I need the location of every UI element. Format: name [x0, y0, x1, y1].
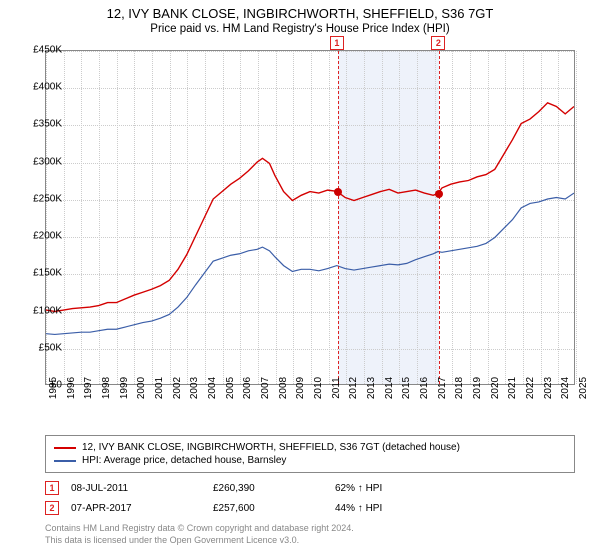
- legend-item-1: 12, IVY BANK CLOSE, INGBIRCHWORTH, SHEFF…: [54, 441, 566, 454]
- series-line: [46, 103, 574, 312]
- x-tick-label: 1996: [66, 377, 77, 399]
- x-tick-label: 2013: [366, 377, 377, 399]
- x-tick-label: 2004: [207, 377, 218, 399]
- marker-flag: 1: [330, 36, 344, 50]
- y-tick-label: £350K: [33, 119, 62, 130]
- x-tick-label: 2023: [543, 377, 554, 399]
- y-tick-label: £250K: [33, 193, 62, 204]
- y-tick-label: £300K: [33, 156, 62, 167]
- table-row: 2 07-APR-2017 £257,600 44% ↑ HPI: [45, 498, 575, 518]
- marker-flag: 2: [431, 36, 445, 50]
- table-marker-2: 2: [45, 501, 59, 515]
- legend-swatch-1: [54, 447, 76, 449]
- table-pct-1: 62% ↑ HPI: [335, 483, 485, 494]
- x-tick-label: 2009: [295, 377, 306, 399]
- y-tick-label: £50K: [39, 342, 62, 353]
- x-tick-label: 2001: [154, 377, 165, 399]
- chart-title: 12, IVY BANK CLOSE, INGBIRCHWORTH, SHEFF…: [0, 0, 600, 21]
- legend-swatch-2: [54, 460, 76, 462]
- x-tick-label: 2000: [136, 377, 147, 399]
- marker-dot: [435, 190, 443, 198]
- y-tick-label: £450K: [33, 45, 62, 56]
- table-date-1: 08-JUL-2011: [71, 483, 201, 494]
- table-price-1: £260,390: [213, 483, 323, 494]
- marker-dot: [334, 188, 342, 196]
- x-tick-label: 2022: [525, 377, 536, 399]
- x-tick-label: 2008: [278, 377, 289, 399]
- x-tick-label: 2010: [313, 377, 324, 399]
- y-tick-label: £150K: [33, 268, 62, 279]
- chart-plot-area: [45, 50, 575, 385]
- x-tick-label: 2019: [472, 377, 483, 399]
- x-tick-label: 2002: [172, 377, 183, 399]
- x-tick-label: 2017: [437, 377, 448, 399]
- x-tick-label: 2003: [189, 377, 200, 399]
- y-tick-label: £400K: [33, 82, 62, 93]
- footer-line-1: Contains HM Land Registry data © Crown c…: [45, 523, 354, 535]
- table-pct-2: 44% ↑ HPI: [335, 503, 485, 514]
- chart-subtitle: Price paid vs. HM Land Registry's House …: [0, 21, 600, 39]
- table-row: 1 08-JUL-2011 £260,390 62% ↑ HPI: [45, 478, 575, 498]
- marker-vertical-line: [439, 51, 440, 384]
- legend-label-1: 12, IVY BANK CLOSE, INGBIRCHWORTH, SHEFF…: [82, 442, 460, 453]
- table-marker-1: 1: [45, 481, 59, 495]
- y-tick-label: £200K: [33, 231, 62, 242]
- x-tick-label: 2014: [384, 377, 395, 399]
- legend-label-2: HPI: Average price, detached house, Barn…: [82, 455, 286, 466]
- x-tick-label: 2024: [560, 377, 571, 399]
- x-tick-label: 1997: [83, 377, 94, 399]
- footer-attribution: Contains HM Land Registry data © Crown c…: [45, 523, 354, 546]
- legend: 12, IVY BANK CLOSE, INGBIRCHWORTH, SHEFF…: [45, 435, 575, 473]
- y-tick-label: £100K: [33, 305, 62, 316]
- x-tick-label: 1995: [48, 377, 59, 399]
- chart-lines-svg: [46, 51, 574, 384]
- table-date-2: 07-APR-2017: [71, 503, 201, 514]
- x-tick-label: 2020: [490, 377, 501, 399]
- x-tick-label: 2005: [225, 377, 236, 399]
- series-line: [46, 193, 574, 334]
- x-tick-label: 2025: [578, 377, 589, 399]
- footer-line-2: This data is licensed under the Open Gov…: [45, 535, 354, 547]
- marker-vertical-line: [338, 51, 339, 384]
- x-tick-label: 2016: [419, 377, 430, 399]
- table-price-2: £257,600: [213, 503, 323, 514]
- x-tick-label: 2006: [242, 377, 253, 399]
- x-tick-label: 2011: [331, 377, 342, 399]
- x-tick-label: 1999: [119, 377, 130, 399]
- x-tick-label: 2018: [454, 377, 465, 399]
- x-tick-label: 2015: [401, 377, 412, 399]
- marker-table: 1 08-JUL-2011 £260,390 62% ↑ HPI 2 07-AP…: [45, 478, 575, 518]
- x-tick-label: 2007: [260, 377, 271, 399]
- gridline-vertical: [576, 51, 577, 384]
- legend-item-2: HPI: Average price, detached house, Barn…: [54, 454, 566, 467]
- x-tick-label: 2021: [507, 377, 518, 399]
- x-tick-label: 1998: [101, 377, 112, 399]
- x-tick-label: 2012: [348, 377, 359, 399]
